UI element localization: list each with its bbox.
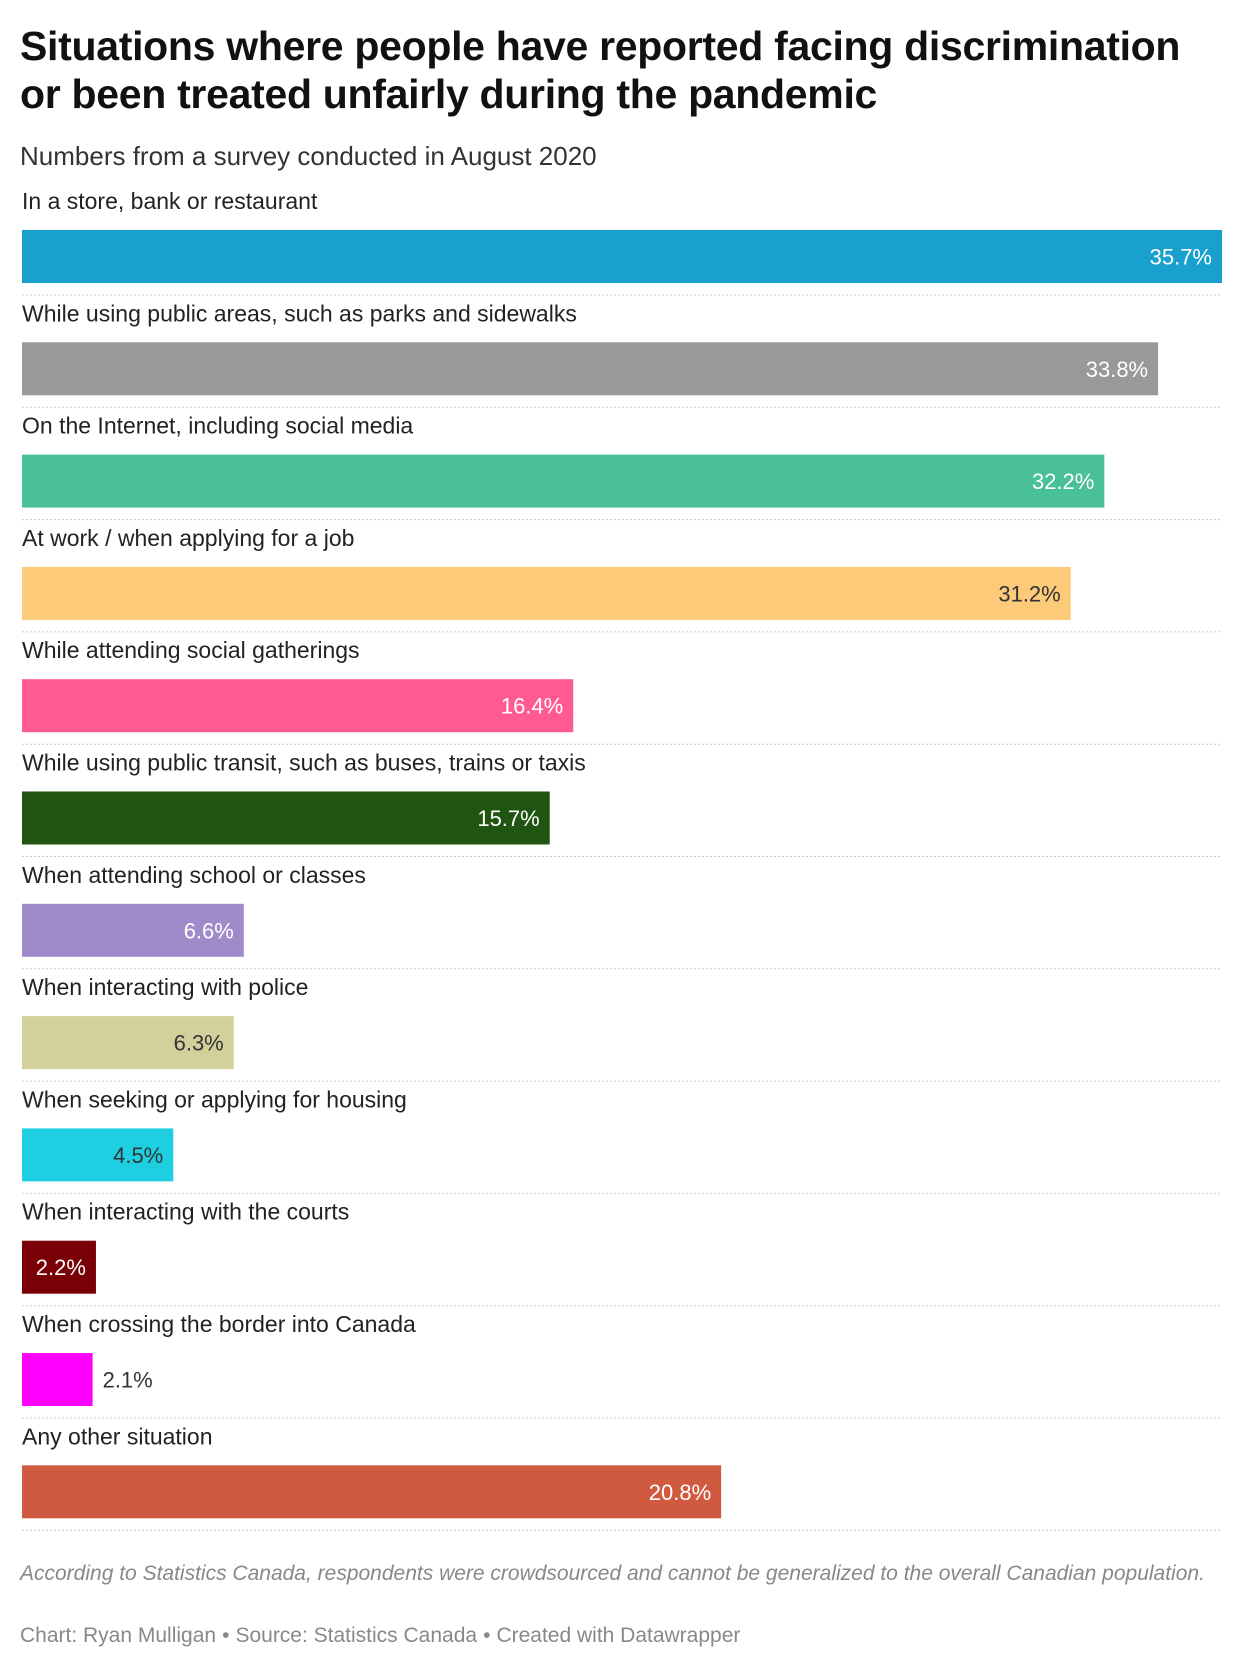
chart-credit: Chart: Ryan Mulligan — [20, 1624, 217, 1647]
value-label: 2.1% — [103, 1368, 153, 1393]
category-label: When crossing the border into Canada — [22, 1311, 416, 1337]
footer-separator: • — [483, 1624, 491, 1647]
category-label: On the Internet, including social media — [22, 413, 413, 439]
category-label: When interacting with police — [22, 974, 308, 1000]
bar — [22, 1240, 96, 1294]
bar — [22, 566, 1071, 620]
value-label: 16.4% — [501, 694, 563, 719]
tool-credit: Created with Datawrapper — [496, 1624, 741, 1647]
chart-footer: Chart: Ryan Mulligan • Source: Statistics … — [20, 1622, 740, 1650]
category-label: When attending school or classes — [22, 862, 366, 888]
chart-note: According to Statistics Canada, responde… — [20, 1562, 1205, 1585]
footer-separator: • — [222, 1624, 230, 1647]
bar — [22, 679, 574, 733]
bar — [22, 1128, 174, 1182]
category-label: When seeking or applying for housing — [22, 1086, 407, 1112]
bar — [22, 230, 1222, 283]
chart-title: Situations where people have reported fa… — [20, 23, 1181, 117]
category-label: While using public transit, such as buse… — [22, 750, 586, 776]
category-label: At work / when applying for a job — [22, 525, 354, 551]
chart-subtitle: Numbers from a survey conducted in Augus… — [20, 141, 597, 171]
bar — [22, 903, 244, 957]
bar — [22, 1353, 93, 1406]
category-label: While attending social gatherings — [22, 637, 360, 663]
bar-chart: In a store, bank or restaurant 35.7% While… — [22, 188, 1222, 1531]
value-label: 6.6% — [184, 918, 234, 943]
value-label: 2.2% — [36, 1255, 86, 1280]
bar — [22, 454, 1105, 508]
value-label: 6.3% — [174, 1031, 224, 1056]
source-credit: Source: Statistics Canada — [235, 1624, 478, 1647]
category-label: While using public areas, such as parks … — [22, 300, 577, 326]
value-label: 4.5% — [113, 1143, 163, 1168]
value-label: 33.8% — [1086, 357, 1148, 382]
value-label: 31.2% — [998, 581, 1060, 606]
category-label: Any other situation — [22, 1423, 213, 1449]
bar — [22, 1016, 234, 1070]
category-label: In a store, bank or restaurant — [22, 188, 318, 214]
value-label: 20.8% — [649, 1480, 711, 1505]
value-label: 15.7% — [477, 806, 539, 831]
bar — [22, 791, 550, 845]
bar — [22, 1465, 722, 1519]
value-label: 35.7% — [1150, 245, 1212, 270]
category-label: When interacting with the courts — [22, 1199, 349, 1225]
value-label: 32.2% — [1032, 469, 1094, 494]
bar — [22, 342, 1159, 396]
